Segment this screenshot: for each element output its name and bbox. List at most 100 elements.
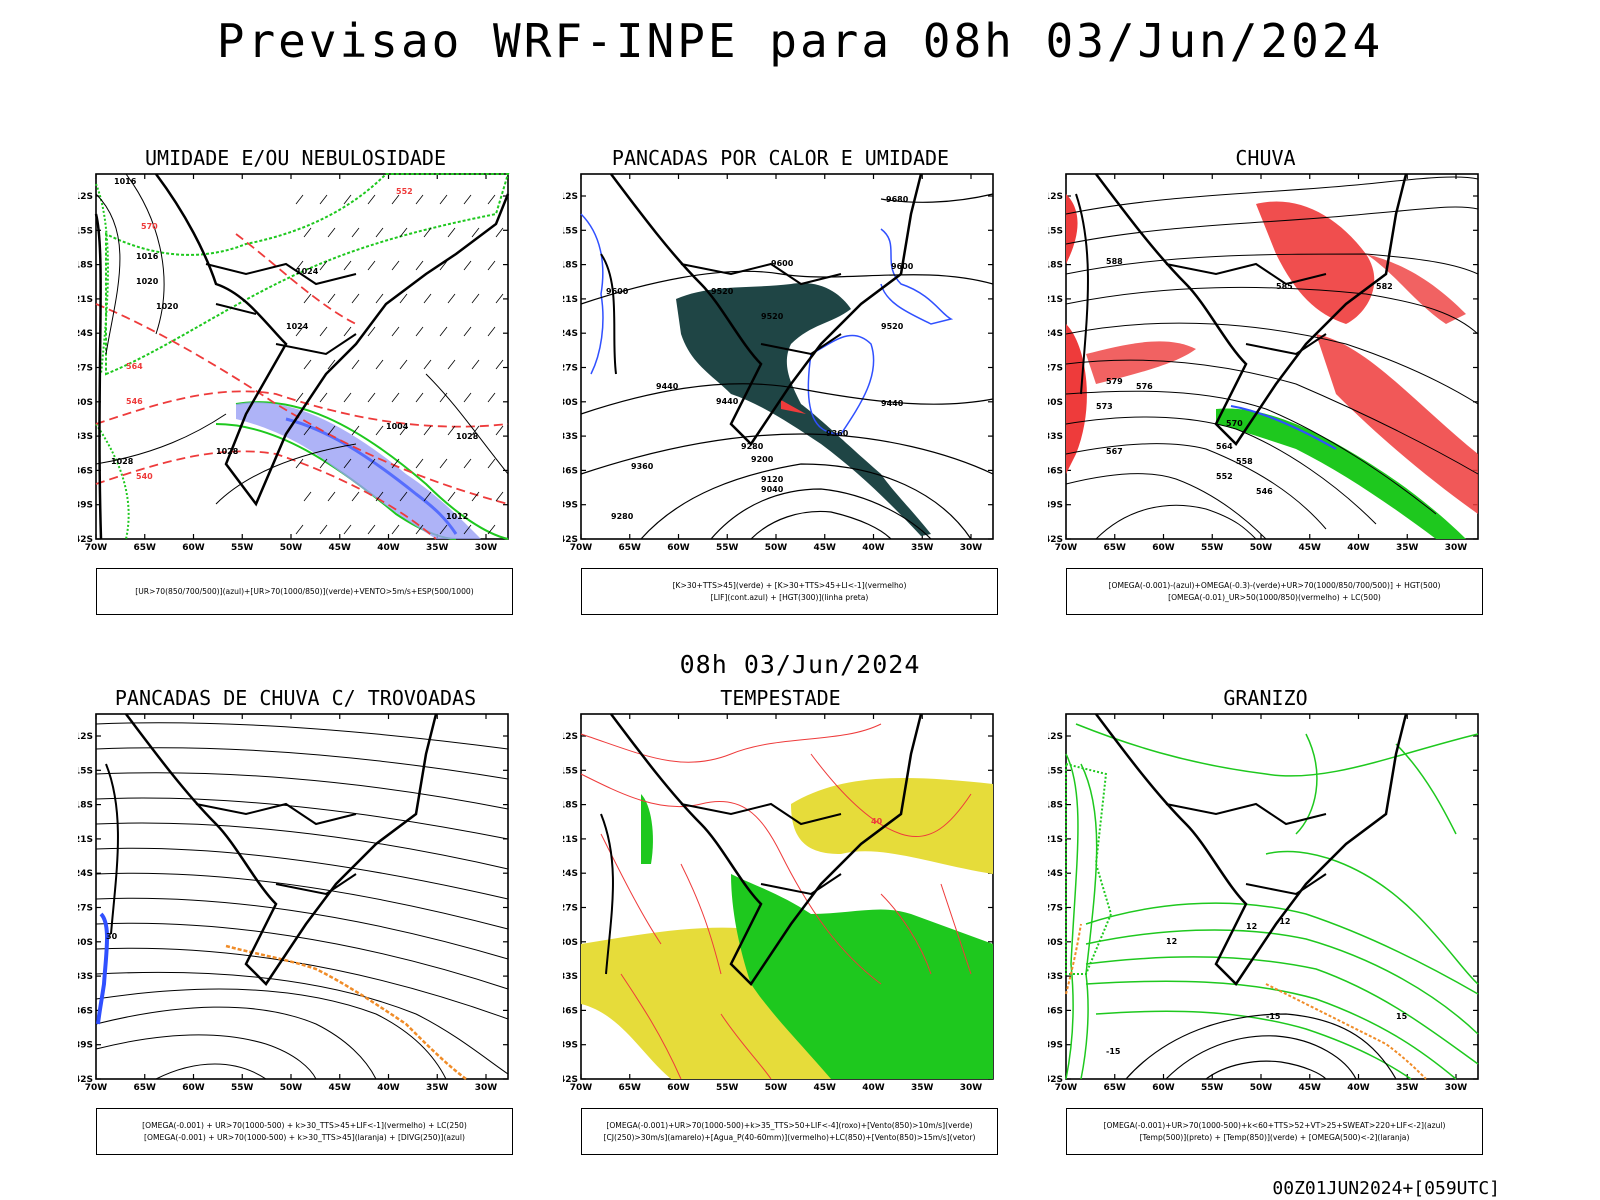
lat-label: 27S [78,364,93,374]
lat-label: 39S [1048,1041,1063,1051]
lon-label: 65W [619,543,642,553]
lon-label: 60W [182,1083,205,1093]
contour-label: 12 [1166,937,1177,946]
wind-vector [487,326,496,337]
wind-vector [391,326,400,337]
lat-label: 33S [78,432,93,442]
wind-vector [295,326,304,337]
wind-vector [471,293,480,304]
panel-title: TEMPESTADE [720,686,841,710]
lat-label: 27S [1048,364,1063,374]
wind-vector [399,491,408,502]
lon-label: 70W [570,1083,593,1093]
caption-line: [OMEGA(-0.001) + UR>70(1000-500) + k>30_… [144,1132,465,1142]
wind-vector [447,359,456,370]
lon-label: 40W [1347,543,1370,553]
lon-label: 35W [1396,1083,1419,1093]
lat-label: 12S [78,732,93,742]
lat-label: 24S [78,329,93,339]
lat-label: 27S [563,364,578,374]
lat-label: 36S [1048,466,1063,476]
lon-label: 70W [85,1083,108,1093]
wind-vector [415,392,424,403]
contour-label: 9520 [881,322,904,331]
wind-vector [367,392,376,403]
wind-vector [439,260,448,271]
lat-label: 42S [1048,1075,1063,1085]
wind-vector [463,326,472,337]
wind-vector [343,326,352,337]
wind-vector [447,491,456,502]
lon-label: 70W [570,543,593,553]
wind-vector [375,227,384,238]
map-svg: 12S 15S 18S 21S 24S 27S 30S 33S 36S 39S 42S70W 65W 6… [78,173,510,553]
lat-label: 24S [1048,329,1063,339]
map-frame [95,713,509,1080]
wind-vector [343,524,352,535]
lat-label: 18S [1048,801,1063,811]
lat-label: 21S [1048,835,1063,845]
wind-vector [439,194,448,205]
wind-vector [495,425,504,436]
lon-label: 55W [1201,543,1224,553]
lat-label: 30S [563,398,578,408]
lat-label: 36S [78,1006,93,1016]
wind-vector [423,491,432,502]
contour-label: 570 [1226,419,1243,428]
contour-label: 1028 [456,432,479,441]
contour-label: 579 [1106,377,1123,386]
contour-label: 9600 [771,259,794,268]
wind-vector [423,227,432,238]
lat-label: 21S [1048,295,1063,305]
lat-label: 24S [1048,869,1063,879]
contour-label: 9440 [716,397,739,406]
contour-label: 9440 [656,382,679,391]
wind-vector [463,194,472,205]
wind-vector [319,392,328,403]
lon-label: 40W [377,1083,400,1093]
wind-vector [495,491,504,502]
wind-vector [423,425,432,436]
contour-label: 1028 [216,447,239,456]
wind-vector [439,326,448,337]
panel-pancadas-trovoadas: PANCADAS DE CHUVA C/ TROVOADAS 12S 15S 18S… [78,685,513,1155]
contour-label: 1028 [111,457,134,466]
wind-vector [415,326,424,337]
contour-label: 1020 [156,302,179,311]
lon-label: 50W [280,1083,303,1093]
wind-vector [367,194,376,205]
wind-vector [447,227,456,238]
lat-label: 30S [1048,398,1063,408]
lon-label: 65W [1104,543,1127,553]
contour-label: 9520 [761,312,784,321]
contour-label: 9600 [606,287,629,296]
lon-label: 45W [814,1083,837,1093]
lon-label: 50W [765,543,788,553]
wind-vector [463,458,472,469]
lon-label: 40W [1347,1083,1370,1093]
wind-vector [367,458,376,469]
wind-vector [471,359,480,370]
lat-label: 15S [1048,766,1063,776]
contour-label: 570 [141,222,158,231]
lon-label: 35W [911,1083,934,1093]
wind-vector [351,425,360,436]
wind-vector [447,293,456,304]
lat-label: 15S [78,766,93,776]
wind-vector [327,227,336,238]
wind-vector [415,260,424,271]
contour-label: 576 [1136,382,1153,391]
wind-vector [391,392,400,403]
contour-label: 1024 [286,322,309,331]
lat-label: 12S [1048,732,1063,742]
lat-label: 39S [563,501,578,511]
wind-vector [487,260,496,271]
contour-label: 9360 [631,462,654,471]
caption-line: [OMEGA(-0.001)+UR>70(1000-500)+k>35_TTS>… [606,1120,973,1130]
wind-vector [351,491,360,502]
wind-vector [495,293,504,304]
lon-label: 60W [667,1083,690,1093]
wind-vector [295,260,304,271]
lon-label: 30W [475,1083,498,1093]
panel-caption: [UR>70(850/700/500)](azul)+[UR>70(1000/8… [96,568,513,615]
